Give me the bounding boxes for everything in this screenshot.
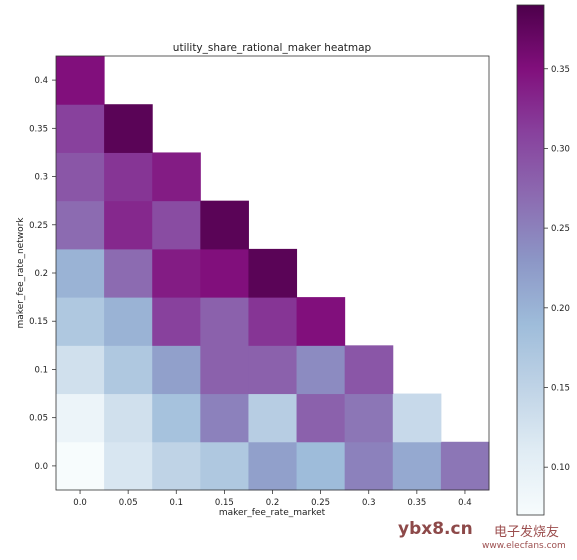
- heatmap-cell: [152, 345, 201, 395]
- y-axis-label: maker_fee_rate_network: [16, 217, 26, 329]
- heatmap-cell: [56, 152, 105, 202]
- x-tick-label: 0.1: [170, 498, 184, 508]
- colorbar-tick-labels: 0.10 0.15 0.20 0.25 0.30 0.35: [544, 65, 570, 473]
- heatmap-cell: [344, 345, 394, 395]
- y-tick-label: 0.15: [29, 317, 48, 327]
- heatmap-cell: [104, 393, 153, 443]
- heatmap-cell: [152, 248, 201, 298]
- heatmap-cell: [248, 345, 298, 395]
- x-tick-label: 0.05: [119, 498, 138, 508]
- x-tick-label: 0.4: [458, 498, 472, 508]
- colorbar: [516, 4, 545, 516]
- y-tick-label: 0.35: [29, 124, 48, 134]
- heatmap-cell: [56, 200, 105, 250]
- heatmap-cell: [248, 393, 298, 443]
- x-tick-label: 0.25: [311, 498, 330, 508]
- colorbar-tick-label: 0.20: [551, 304, 570, 314]
- x-tick-labels: 0.0 0.05 0.1 0.15 0.2 0.25 0.3 0.35 0.4: [73, 490, 472, 508]
- x-tick-label: 0.2: [266, 498, 280, 508]
- y-tick-labels: 0.0 0.05 0.1 0.15 0.2 0.25 0.3 0.35 0.4: [29, 76, 56, 472]
- heatmap-cell: [104, 248, 153, 298]
- watermark-url: www.elecfans.com: [482, 541, 566, 551]
- chart-title: utility_share_rational_maker heatmap: [173, 42, 372, 54]
- x-tick-label: 0.35: [407, 498, 426, 508]
- heatmap-cell: [200, 297, 249, 346]
- heatmap-cell: [104, 297, 153, 346]
- y-tick-label: 0.05: [29, 414, 48, 424]
- colorbar-tick-label: 0.10: [551, 463, 570, 473]
- heatmap-cell: [56, 104, 105, 153]
- heatmap-cell: [56, 297, 105, 346]
- heatmap-cell: [104, 345, 153, 395]
- heatmap-cell: [296, 345, 346, 395]
- heatmap-cell: [296, 393, 346, 443]
- heatmap-cell: [152, 393, 201, 443]
- y-tick-label: 0.25: [29, 221, 48, 231]
- x-tick-label: 0.3: [362, 498, 376, 508]
- y-tick-label: 0.0: [34, 462, 48, 472]
- y-tick-label: 0.3: [34, 173, 48, 183]
- colorbar-tick-label: 0.25: [551, 224, 570, 234]
- heatmap-cell: [152, 200, 201, 250]
- colorbar-tick-label: 0.35: [551, 65, 570, 75]
- heatmap-cells: [56, 56, 490, 491]
- heatmap-cell: [344, 441, 394, 491]
- heatmap-cell: [200, 393, 249, 443]
- heatmap-cell: [200, 441, 249, 491]
- y-tick-label: 0.1: [34, 365, 48, 375]
- colorbar-tick-label: 0.30: [551, 144, 570, 154]
- heatmap-cell: [392, 393, 442, 443]
- y-tick-label: 0.4: [34, 76, 48, 86]
- heatmap-cell: [56, 248, 105, 298]
- heatmap-cell: [104, 441, 153, 491]
- heatmap-cell: [104, 152, 153, 202]
- heatmap-cell: [392, 441, 442, 491]
- heatmap-cell: [200, 345, 249, 395]
- heatmap-cell: [296, 441, 346, 491]
- heatmap-cell: [152, 152, 201, 202]
- heatmap-cell: [200, 200, 249, 250]
- watermark-logo-text: 电子发烧友: [494, 525, 560, 540]
- heatmap-cell: [152, 297, 201, 346]
- heatmap-cell: [152, 441, 201, 491]
- heatmap-cell: [344, 393, 394, 443]
- heatmap-cell: [440, 441, 490, 491]
- x-tick-label: 0.0: [73, 498, 87, 508]
- heatmap-cell: [248, 441, 298, 491]
- colorbar-tick-label: 0.15: [551, 384, 570, 394]
- y-tick-label: 0.2: [34, 269, 48, 279]
- x-axis-label: maker_fee_rate_market: [219, 508, 326, 518]
- heatmap-cell: [56, 441, 105, 491]
- heatmap-cell: [200, 248, 249, 298]
- watermark-text: ybx8.cn: [398, 519, 473, 539]
- heatmap-cell: [296, 297, 346, 346]
- x-tick-label: 0.15: [215, 498, 234, 508]
- heatmap-cell: [248, 248, 298, 298]
- heatmap-cell: [56, 56, 105, 105]
- heatmap-cell: [104, 200, 153, 250]
- heatmap-cell: [104, 104, 153, 153]
- heatmap-cell: [56, 345, 105, 395]
- watermark: ybx8.cn 电子发烧友 www.elecfans.com: [398, 515, 574, 557]
- heatmap-cell: [56, 393, 105, 443]
- heatmap-cell: [248, 297, 298, 346]
